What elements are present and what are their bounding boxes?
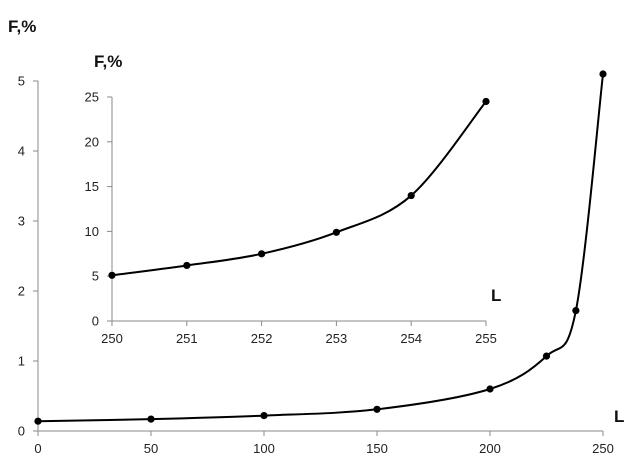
inset-data-point: [258, 250, 266, 258]
inset-data-point: [183, 261, 191, 270]
main-x-tick-label: 150: [366, 441, 388, 456]
main-data-point: [572, 307, 580, 315]
inset-y-axis-title: F,%: [94, 52, 122, 71]
inset-chart: 250 251 252 253 254 255 0 5 10 15 20 25 F,% L: [85, 52, 502, 346]
main-y-tick-label: 0: [18, 424, 25, 439]
main-y-tick-label: 4: [18, 144, 25, 159]
inset-data-point: [407, 191, 415, 200]
main-data-point: [542, 352, 551, 360]
main-x-axis-title: L: [614, 407, 624, 426]
main-data-point: [147, 415, 155, 423]
main-data-point: [34, 417, 42, 425]
main-series-line: [37, 73, 604, 423]
inset-x-axis-title: L: [491, 286, 501, 305]
main-y-axis-title: F,%: [8, 17, 36, 36]
inset-data-point: [332, 228, 340, 236]
inset-x-tick-label: 253: [326, 331, 348, 346]
inset-y-tick-label: 25: [85, 90, 99, 105]
main-y-tick-label: 5: [18, 74, 25, 89]
main-x-tick-label: 250: [592, 441, 614, 456]
main-data-point: [373, 405, 381, 413]
inset-x-tick-label: 251: [176, 331, 198, 346]
inset-x-tick-label: 252: [251, 331, 273, 346]
main-x-tick-label: 0: [34, 441, 41, 456]
main-x-tick-label: 100: [253, 441, 275, 456]
inset-x-tick-label: 255: [475, 331, 497, 346]
inset-y-tick-label: 15: [85, 179, 99, 194]
main-y-tick-label: 2: [18, 284, 25, 299]
main-x-tick-label: 50: [144, 441, 158, 456]
inset-x-tick-label: 250: [101, 331, 123, 346]
main-data-point: [486, 385, 494, 393]
inset-data-point: [482, 97, 490, 106]
inset-data-point: [108, 271, 116, 279]
main-y-tick-label: 1: [18, 354, 25, 369]
main-y-tick-label: 3: [18, 214, 25, 229]
inset-x-tick-label: 254: [400, 331, 422, 346]
inset-y-tick-label: 10: [85, 224, 99, 239]
inset-y-tick-label: 20: [85, 134, 99, 149]
main-data-point: [599, 70, 607, 78]
inset-y-tick-label: 5: [92, 269, 99, 284]
inset-series-line: [111, 100, 487, 277]
main-x-tick-label: 200: [479, 441, 501, 456]
inset-y-tick-label: 0: [92, 314, 99, 329]
main-data-point: [260, 412, 268, 420]
